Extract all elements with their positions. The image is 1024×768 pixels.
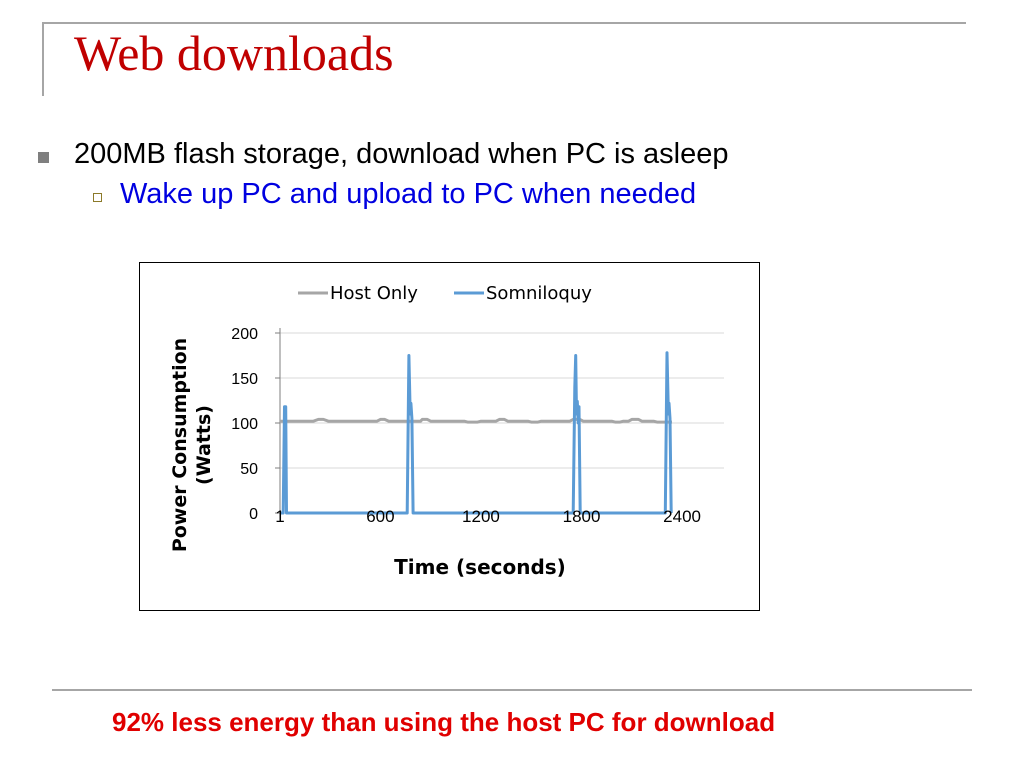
y-axis-label-line: (Watts) xyxy=(193,405,215,485)
y-tick-label: 150 xyxy=(231,371,258,388)
bottom-divider xyxy=(52,689,972,691)
power-chart: Host Only Somniloquy 0 50 100 150 200 1 600 1200… xyxy=(139,262,760,611)
y-tick-label: 50 xyxy=(240,461,258,478)
y-axis-label: Power Consumption (Watts) xyxy=(169,338,215,552)
legend-label: Somniloquy xyxy=(486,283,592,304)
x-axis-label: Time (seconds) xyxy=(394,555,566,579)
x-tick-label: 2400 xyxy=(663,507,701,526)
legend-label: Host Only xyxy=(330,283,418,304)
bullet-level1: 200MB flash storage, download when PC is… xyxy=(74,138,729,170)
y-axis-label-line: Power Consumption xyxy=(169,338,191,552)
y-tick-label: 200 xyxy=(231,326,258,343)
bullet-hollow-square-marker xyxy=(93,193,102,202)
y-tick-label: 0 xyxy=(249,506,258,523)
x-tick-label: 1800 xyxy=(563,507,601,526)
conclusion-text: 92% less energy than using the host PC f… xyxy=(112,707,776,737)
series-line xyxy=(280,417,672,424)
bullet-level2: Wake up PC and upload to PC when needed xyxy=(120,178,697,210)
series-line xyxy=(280,351,673,515)
x-tick-label: 1 xyxy=(275,507,284,526)
x-tick-label: 600 xyxy=(366,507,394,526)
slide-title: Web downloads xyxy=(74,25,394,81)
x-tick-label: 1200 xyxy=(462,507,500,526)
power-chart-svg: Host Only Somniloquy 0 50 100 150 200 1 600 1200… xyxy=(169,283,724,579)
title-bracket-decoration xyxy=(42,22,966,96)
bullet-square-marker xyxy=(38,152,49,163)
y-tick-label: 100 xyxy=(231,416,258,433)
